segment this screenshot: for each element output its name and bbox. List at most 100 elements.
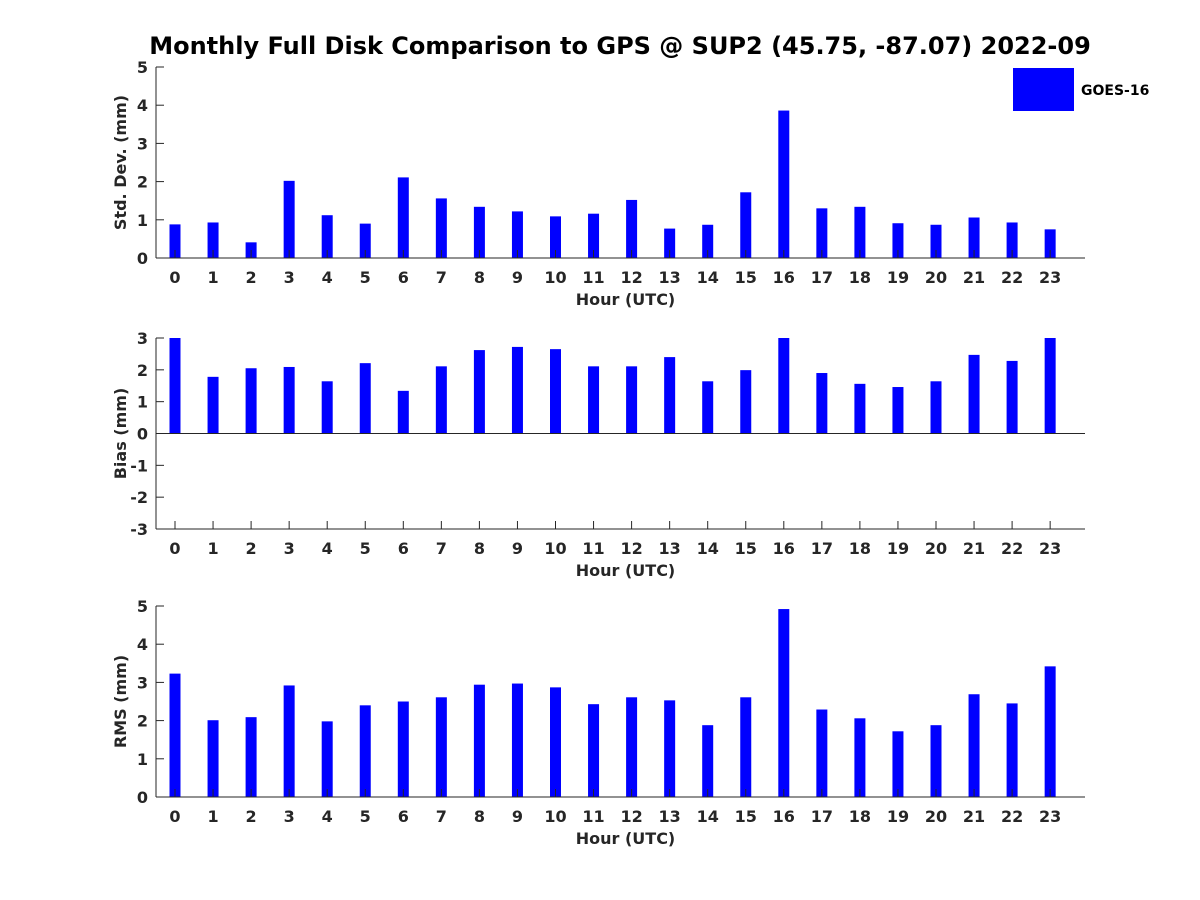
std-dev-xtick-label: 20 — [925, 268, 947, 287]
rms-xtick-label: 5 — [360, 807, 371, 826]
std-dev-bar-12 — [626, 199, 638, 258]
rms-xtick-label: 12 — [620, 807, 642, 826]
std-dev-bar-15 — [740, 192, 752, 258]
std-dev-bar-0 — [169, 224, 181, 258]
std-dev-xtick-label: 3 — [284, 268, 295, 287]
bias-xtick-label: 14 — [697, 539, 719, 558]
bias-xtick-label: 4 — [322, 539, 333, 558]
bias-bar-7 — [435, 366, 447, 434]
rms-bar-19 — [892, 731, 904, 797]
chart-title: Monthly Full Disk Comparison to GPS @ SU… — [149, 32, 1091, 60]
rms-xtick-label: 19 — [887, 807, 909, 826]
bias-bar-16 — [778, 338, 790, 434]
bias-xtick-label: 17 — [811, 539, 833, 558]
bias-bar-5 — [359, 363, 371, 434]
bias-xtick-label: 12 — [620, 539, 642, 558]
bias-bar-12 — [626, 366, 638, 434]
bias-bar-1 — [207, 376, 219, 434]
bias-ytick-label: 0 — [137, 425, 148, 444]
rms-bar-4 — [321, 721, 333, 797]
rms-xtick-label: 7 — [436, 807, 447, 826]
bias-bar-15 — [740, 370, 752, 434]
rms-bar-3 — [283, 685, 295, 797]
rms-bar-9 — [511, 683, 523, 797]
rms-xtick-label: 14 — [697, 807, 719, 826]
rms-ytick-label: 1 — [137, 750, 148, 769]
std-dev-xtick-label: 17 — [811, 268, 833, 287]
rms-bar-14 — [702, 725, 714, 797]
rms-ytick-label: 2 — [137, 712, 148, 731]
std-dev-xtick-label: 5 — [360, 268, 371, 287]
bias-xtick-label: 10 — [544, 539, 566, 558]
std-dev-xtick-label: 1 — [207, 268, 218, 287]
std-dev-y-axis-label: Std. Dev. (mm) — [111, 95, 130, 230]
std-dev-ytick-label: 1 — [137, 211, 148, 230]
rms-bar-17 — [816, 709, 828, 797]
bias-ytick-label: 1 — [137, 393, 148, 412]
bias-ytick-label: -1 — [130, 456, 148, 475]
std-dev-bar-7 — [435, 198, 447, 258]
rms-bar-21 — [968, 694, 980, 797]
bias-xtick-label: 5 — [360, 539, 371, 558]
rms-xtick-label: 1 — [207, 807, 218, 826]
rms-bar-7 — [435, 697, 447, 797]
rms-xtick-label: 21 — [963, 807, 985, 826]
bias-xtick-label: 7 — [436, 539, 447, 558]
bias-bar-4 — [321, 381, 333, 434]
rms-bar-11 — [588, 704, 600, 797]
std-dev-bar-11 — [588, 213, 600, 258]
rms-bar-12 — [626, 697, 638, 797]
bias-bar-14 — [702, 381, 714, 434]
bias-bar-21 — [968, 354, 980, 434]
bias-bar-22 — [1006, 360, 1018, 434]
std-dev-xtick-label: 10 — [544, 268, 566, 287]
bias-bar-17 — [816, 373, 828, 434]
std-dev-ytick-label: 4 — [137, 96, 148, 115]
rms-ytick-label: 3 — [137, 673, 148, 692]
bias-xtick-label: 9 — [512, 539, 523, 558]
bias-xtick-label: 6 — [398, 539, 409, 558]
rms-xtick-label: 11 — [582, 807, 604, 826]
rms-bar-18 — [854, 718, 866, 797]
bias-x-axis-label: Hour (UTC) — [576, 561, 676, 580]
bias-xtick-label: 8 — [474, 539, 485, 558]
bias-bar-11 — [588, 366, 600, 434]
bias-ytick-label: 3 — [137, 329, 148, 348]
bias-y-axis-label: Bias (mm) — [111, 388, 130, 480]
std-dev-bar-22 — [1006, 222, 1018, 258]
bias-bar-10 — [550, 349, 561, 434]
std-dev-xtick-label: 16 — [773, 268, 795, 287]
std-dev-bar-9 — [511, 211, 523, 258]
std-dev-xtick-label: 22 — [1001, 268, 1023, 287]
rms-bar-13 — [664, 700, 676, 797]
bias-xtick-label: 11 — [582, 539, 604, 558]
std-dev-bar-13 — [664, 228, 676, 258]
bias-bar-0 — [169, 338, 181, 434]
std-dev-xtick-label: 15 — [735, 268, 757, 287]
std-dev-x-axis-label: Hour (UTC) — [576, 290, 676, 309]
bias-xtick-label: 13 — [659, 539, 681, 558]
rms-bar-16 — [778, 609, 790, 797]
std-dev-bar-16 — [778, 110, 790, 258]
std-dev-bar-4 — [321, 215, 333, 258]
rms-bar-8 — [473, 684, 485, 797]
bias-xtick-label: 2 — [246, 539, 257, 558]
std-dev-ytick-label: 5 — [137, 58, 148, 77]
std-dev-xtick-label: 0 — [169, 268, 180, 287]
rms-xtick-label: 16 — [773, 807, 795, 826]
std-dev-ytick-label: 3 — [137, 134, 148, 153]
rms-xtick-label: 3 — [284, 807, 295, 826]
bias-ytick-label: 2 — [137, 361, 148, 380]
std-dev-xtick-label: 4 — [322, 268, 333, 287]
rms-xtick-label: 13 — [659, 807, 681, 826]
std-dev-xtick-label: 7 — [436, 268, 447, 287]
std-dev-bar-10 — [550, 216, 561, 258]
std-dev-ytick-label: 2 — [137, 173, 148, 192]
std-dev-xtick-label: 23 — [1039, 268, 1061, 287]
std-dev-xtick-label: 9 — [512, 268, 523, 287]
legend: GOES-16 — [1013, 68, 1149, 111]
std-dev-xtick-label: 19 — [887, 268, 909, 287]
